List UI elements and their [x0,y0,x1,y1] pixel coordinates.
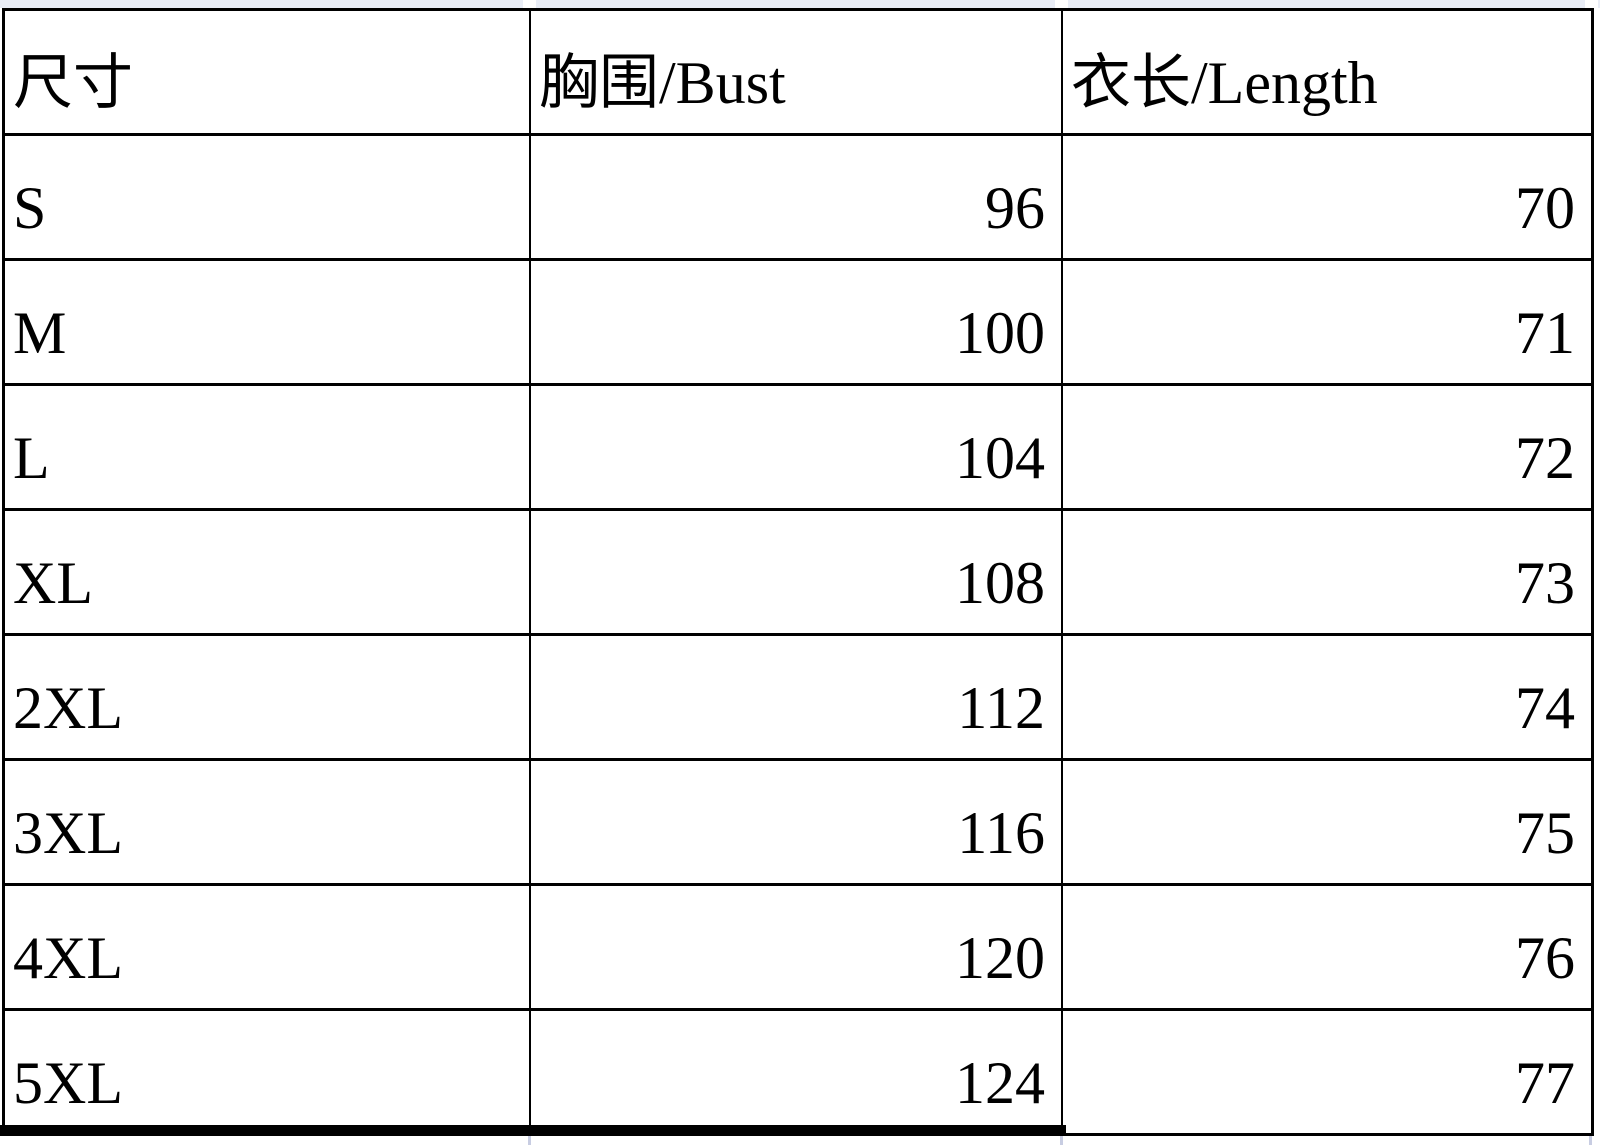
length-cell: 70 [1063,136,1591,258]
length-cell: 73 [1063,511,1591,633]
thick-bottom-border [0,1125,1066,1136]
bust-cell: 124 [531,1011,1061,1133]
size-cell: M [5,261,529,383]
gridline-stub [528,1136,531,1145]
bust-cell: 108 [531,511,1061,633]
bust-cell: 104 [531,386,1061,508]
gridline-strip-gap [523,0,536,8]
size-cell: L [5,386,529,508]
length-cell: 76 [1063,886,1591,1008]
length-cell: 74 [1063,636,1591,758]
bust-cell: 116 [531,761,1061,883]
size-cell: 3XL [5,761,529,883]
gridline-stub [1060,1136,1063,1145]
bust-cell: 120 [531,886,1061,1008]
header-cell-size: 尺寸 [5,11,529,133]
excel-gridline-strip [0,0,1600,8]
length-cell: 77 [1063,1011,1591,1133]
gridline-strip-gap [1585,0,1598,8]
gridline-stub [1589,1136,1592,1145]
length-cell: 71 [1063,261,1591,383]
header-cell-length: 衣长/Length [1063,11,1591,133]
size-cell: XL [5,511,529,633]
bust-cell: 100 [531,261,1061,383]
size-cell: 4XL [5,886,529,1008]
header-cell-bust: 胸围/Bust [531,11,1061,133]
size-chart-table: 尺寸 胸围/Bust 衣长/Length S 96 70 M 100 71 L … [2,8,1594,1136]
length-cell: 72 [1063,386,1591,508]
bust-cell: 96 [531,136,1061,258]
size-cell: S [5,136,529,258]
length-cell: 75 [1063,761,1591,883]
gridline-strip-gap [1055,0,1068,8]
size-cell: 2XL [5,636,529,758]
bust-cell: 112 [531,636,1061,758]
size-cell: 5XL [5,1011,529,1133]
